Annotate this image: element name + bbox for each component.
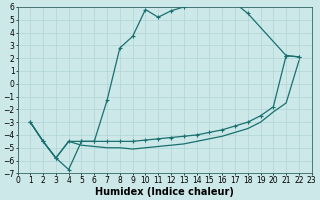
X-axis label: Humidex (Indice chaleur): Humidex (Indice chaleur)	[95, 187, 234, 197]
